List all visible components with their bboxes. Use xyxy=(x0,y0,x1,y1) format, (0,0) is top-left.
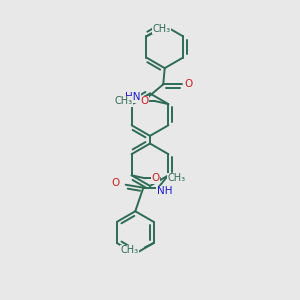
Text: NH: NH xyxy=(157,186,172,196)
Text: O: O xyxy=(152,173,160,183)
Text: O: O xyxy=(140,96,148,106)
Text: HN: HN xyxy=(125,92,140,102)
Text: CH₃: CH₃ xyxy=(114,96,132,106)
Text: O: O xyxy=(111,178,119,188)
Text: O: O xyxy=(185,79,193,89)
Text: CH₃: CH₃ xyxy=(152,24,170,34)
Text: CH₃: CH₃ xyxy=(121,245,139,255)
Text: CH₃: CH₃ xyxy=(168,173,186,183)
